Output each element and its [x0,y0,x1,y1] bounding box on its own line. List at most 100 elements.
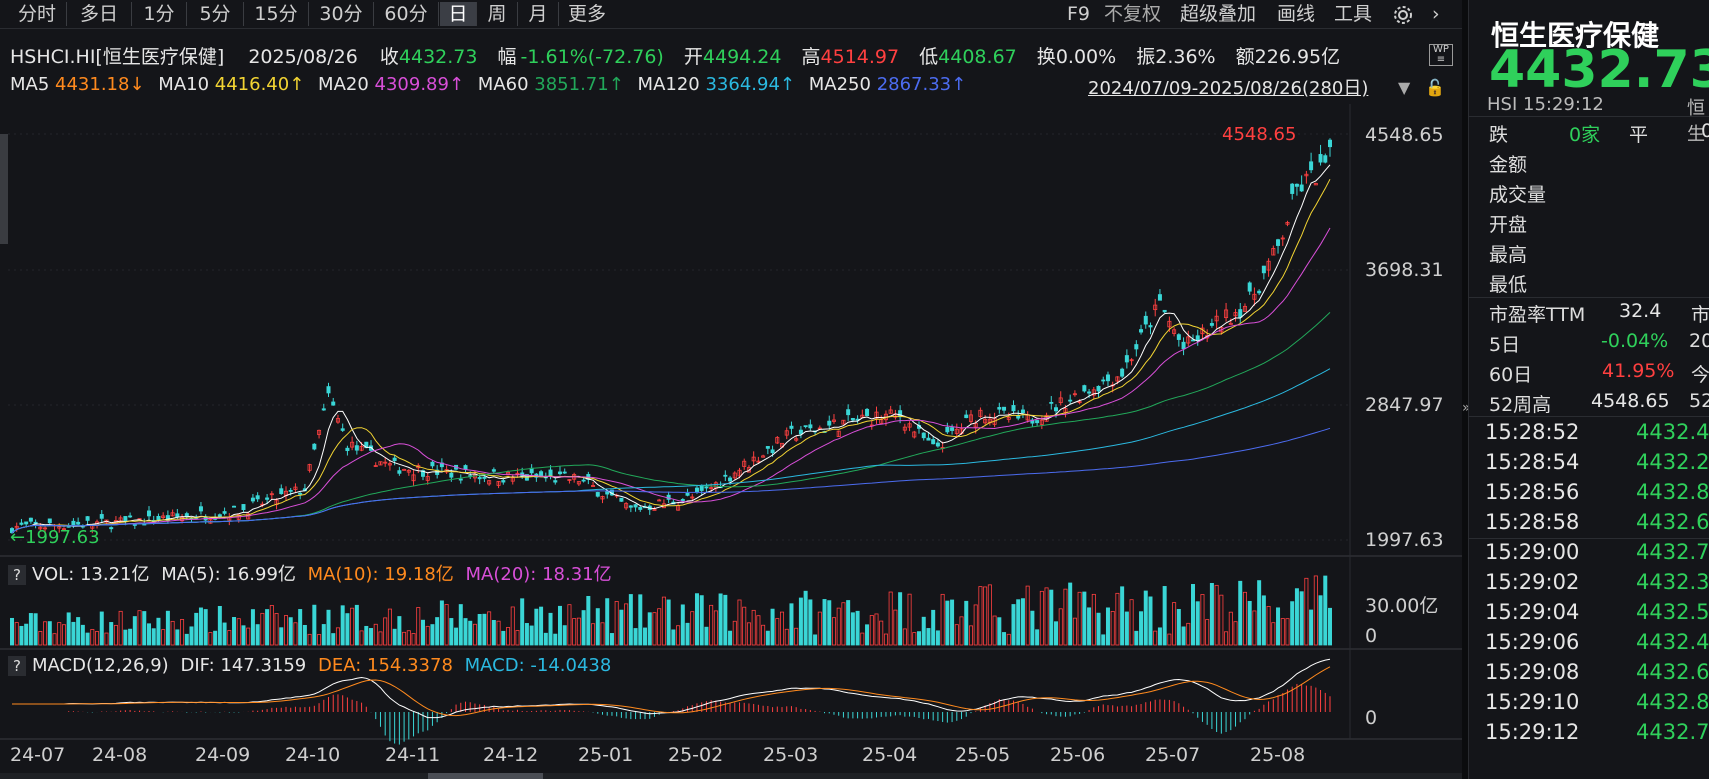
tab-5min[interactable]: 5分 [187,2,244,26]
tick-row: 15:29:12 4432.7 [1485,720,1709,744]
x-axis-label: 25-05 [955,744,1011,766]
candle-body [350,441,355,448]
candle-body [591,485,596,487]
candle-body [420,470,425,477]
candle-body [1124,355,1129,363]
x-axis-label: 24-08 [92,744,148,766]
volume-bar [38,630,43,646]
tab-15min[interactable]: 15分 [244,2,309,26]
volume-bar [964,600,969,646]
no-adjust-button[interactable]: 不复权 [1104,3,1162,25]
candle-body [756,460,761,463]
candle-body [1309,161,1314,171]
wp-icon[interactable]: WP ≡ [1429,44,1453,66]
volume-bar [293,622,298,646]
candle-body [827,420,832,426]
tab-60min[interactable]: 60分 [374,2,439,26]
candle-body [699,485,704,491]
flat-cut: 0 [1701,120,1709,142]
tab-timeshare[interactable]: 分时 [8,2,67,26]
volume-bar [539,606,544,646]
f9-button[interactable]: F9 [1067,3,1091,25]
volume-bar [359,630,364,646]
volume-bar [643,627,648,646]
candle-body [1172,329,1177,334]
help-button[interactable]: ? [8,565,26,585]
side-price: 4432.73 [1489,40,1709,100]
volume-bar [883,633,888,646]
volume-bar [1072,617,1077,646]
candle-body [898,410,903,418]
candle-body [1191,339,1196,342]
volume-bar [647,612,652,646]
volume-bar [406,630,411,646]
volume-bar [888,591,893,646]
volume-bar [543,632,548,646]
volume-bar [1247,600,1252,646]
candle-body [477,477,482,480]
tab-monthly[interactable]: 月 [518,2,559,26]
draw-button[interactable]: 画线 [1277,3,1316,25]
tab-1min[interactable]: 1分 [132,2,187,26]
volume-bar [581,610,586,646]
candle-body [1087,391,1092,394]
ma60-label: MA60 [477,74,529,95]
tab-30min[interactable]: 30分 [309,2,374,26]
tab-multi-day[interactable]: 多日 [67,2,132,26]
left-edge-handle[interactable] [0,134,8,244]
volume-bar [1006,633,1011,646]
volume-bar [331,633,336,646]
gear-icon[interactable] [1392,4,1414,28]
candle-body [1257,290,1262,294]
volume-bar [246,627,251,646]
help-button[interactable]: ? [8,656,26,676]
collapse-arrows-icon[interactable]: » [1462,400,1471,416]
candle-body [567,479,572,481]
volume-bar [1323,575,1328,646]
volume-bar [288,617,293,646]
volume-legend: ? VOL: 13.21亿 MA(5): 16.99亿 MA(10): 19.18… [8,560,612,586]
scrollbar-thumb[interactable] [428,773,543,779]
date-range[interactable]: 2024/07/09-2025/08/26(280日) [1088,78,1369,99]
dropdown-triangle-icon[interactable]: ▼ [1398,78,1411,97]
volume-bar [472,623,477,646]
tab-weekly[interactable]: 周 [477,2,518,26]
candle-body [850,417,855,421]
overlay-button[interactable]: 超级叠加 [1180,3,1257,25]
volume-bar [666,599,671,646]
panel-divider[interactable]: » [1462,0,1471,779]
volume-bar [274,613,279,646]
flat-label: 平 [1629,124,1649,146]
volume-bar [709,604,714,646]
d60-cut: 今 [1691,364,1709,386]
candle-body [184,513,189,517]
x-axis-label: 25-01 [578,744,634,766]
volume-bar [444,604,449,646]
candle-body [1276,239,1281,246]
volume-bar [718,593,723,646]
ma250-label: MA250 [808,74,871,95]
tools-button[interactable]: 工具 [1334,3,1373,25]
volume-bar [118,610,123,646]
tick-row: 15:29:00 4432.7 [1485,540,1709,564]
candle-body [1153,304,1158,311]
horizontal-scrollbar[interactable] [0,773,1462,779]
tab-more[interactable]: 更多 [567,3,606,25]
tab-daily[interactable]: 日 [440,2,477,26]
lock-icon[interactable]: 🔓 [1425,78,1445,97]
volume-bar [104,632,109,646]
volume-bar [1011,604,1016,646]
volume-bar [765,630,770,646]
volume-bar [1110,610,1115,646]
candle-body [298,492,303,495]
volume-bar [1025,585,1030,646]
x-axis-label: 25-08 [1250,744,1306,766]
side-code: HSI [1487,94,1518,115]
volume-bar [1195,601,1200,646]
volume-bar [869,615,874,646]
candle-body [501,480,506,483]
candle-body [406,469,411,473]
candle-body [600,496,605,500]
chevron-right-icon[interactable]: › [1432,3,1440,25]
volume-bar [926,628,931,646]
